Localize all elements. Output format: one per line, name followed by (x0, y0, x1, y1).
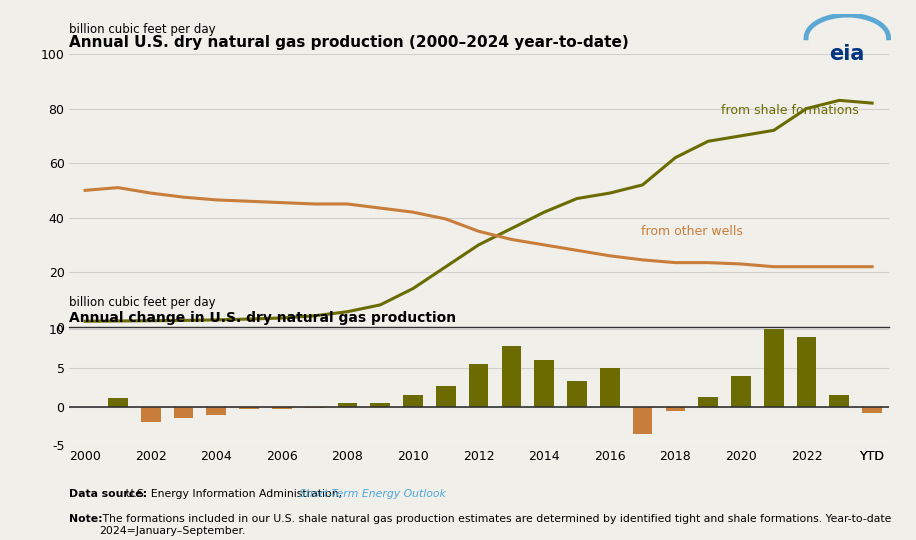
Bar (698, 397, 718, 407)
Text: The formations included in our U.S. shale natural gas production estimates are d: The formations included in our U.S. shal… (99, 514, 891, 536)
Bar (108, 397, 127, 407)
Text: billion cubic feet per day: billion cubic feet per day (69, 295, 215, 308)
Bar (370, 403, 390, 407)
Bar (436, 386, 455, 407)
Text: Annual U.S. dry natural gas production (2000–2024 year-to-date): Annual U.S. dry natural gas production (… (69, 35, 628, 50)
Bar (666, 407, 685, 410)
Bar (338, 403, 357, 407)
Bar (567, 381, 587, 407)
Bar (272, 407, 291, 409)
Bar (174, 407, 193, 418)
Text: U.S. Energy Information Administration,: U.S. Energy Information Administration, (122, 489, 345, 499)
Bar (206, 407, 226, 415)
Bar (633, 407, 652, 434)
Text: Short-Term Energy Outlook: Short-Term Energy Outlook (299, 489, 445, 499)
Bar (141, 407, 160, 422)
Bar (534, 360, 554, 407)
Text: eia: eia (830, 44, 865, 64)
Text: Data source:: Data source: (69, 489, 147, 499)
Bar (764, 329, 783, 407)
Bar (600, 368, 619, 407)
Text: Annual change in U.S. dry natural gas production: Annual change in U.S. dry natural gas pr… (69, 312, 456, 326)
Text: from other wells: from other wells (641, 225, 743, 238)
Bar (305, 407, 324, 408)
Text: from shale formations: from shale formations (721, 104, 859, 117)
Text: billion cubic feet per day: billion cubic feet per day (69, 23, 215, 36)
Bar (403, 395, 423, 407)
Bar (239, 407, 259, 409)
Bar (862, 407, 882, 413)
Bar (830, 395, 849, 407)
Bar (797, 337, 816, 407)
Bar (731, 376, 751, 407)
Text: Note:: Note: (69, 514, 103, 524)
Bar (502, 347, 521, 407)
Bar (469, 364, 488, 407)
